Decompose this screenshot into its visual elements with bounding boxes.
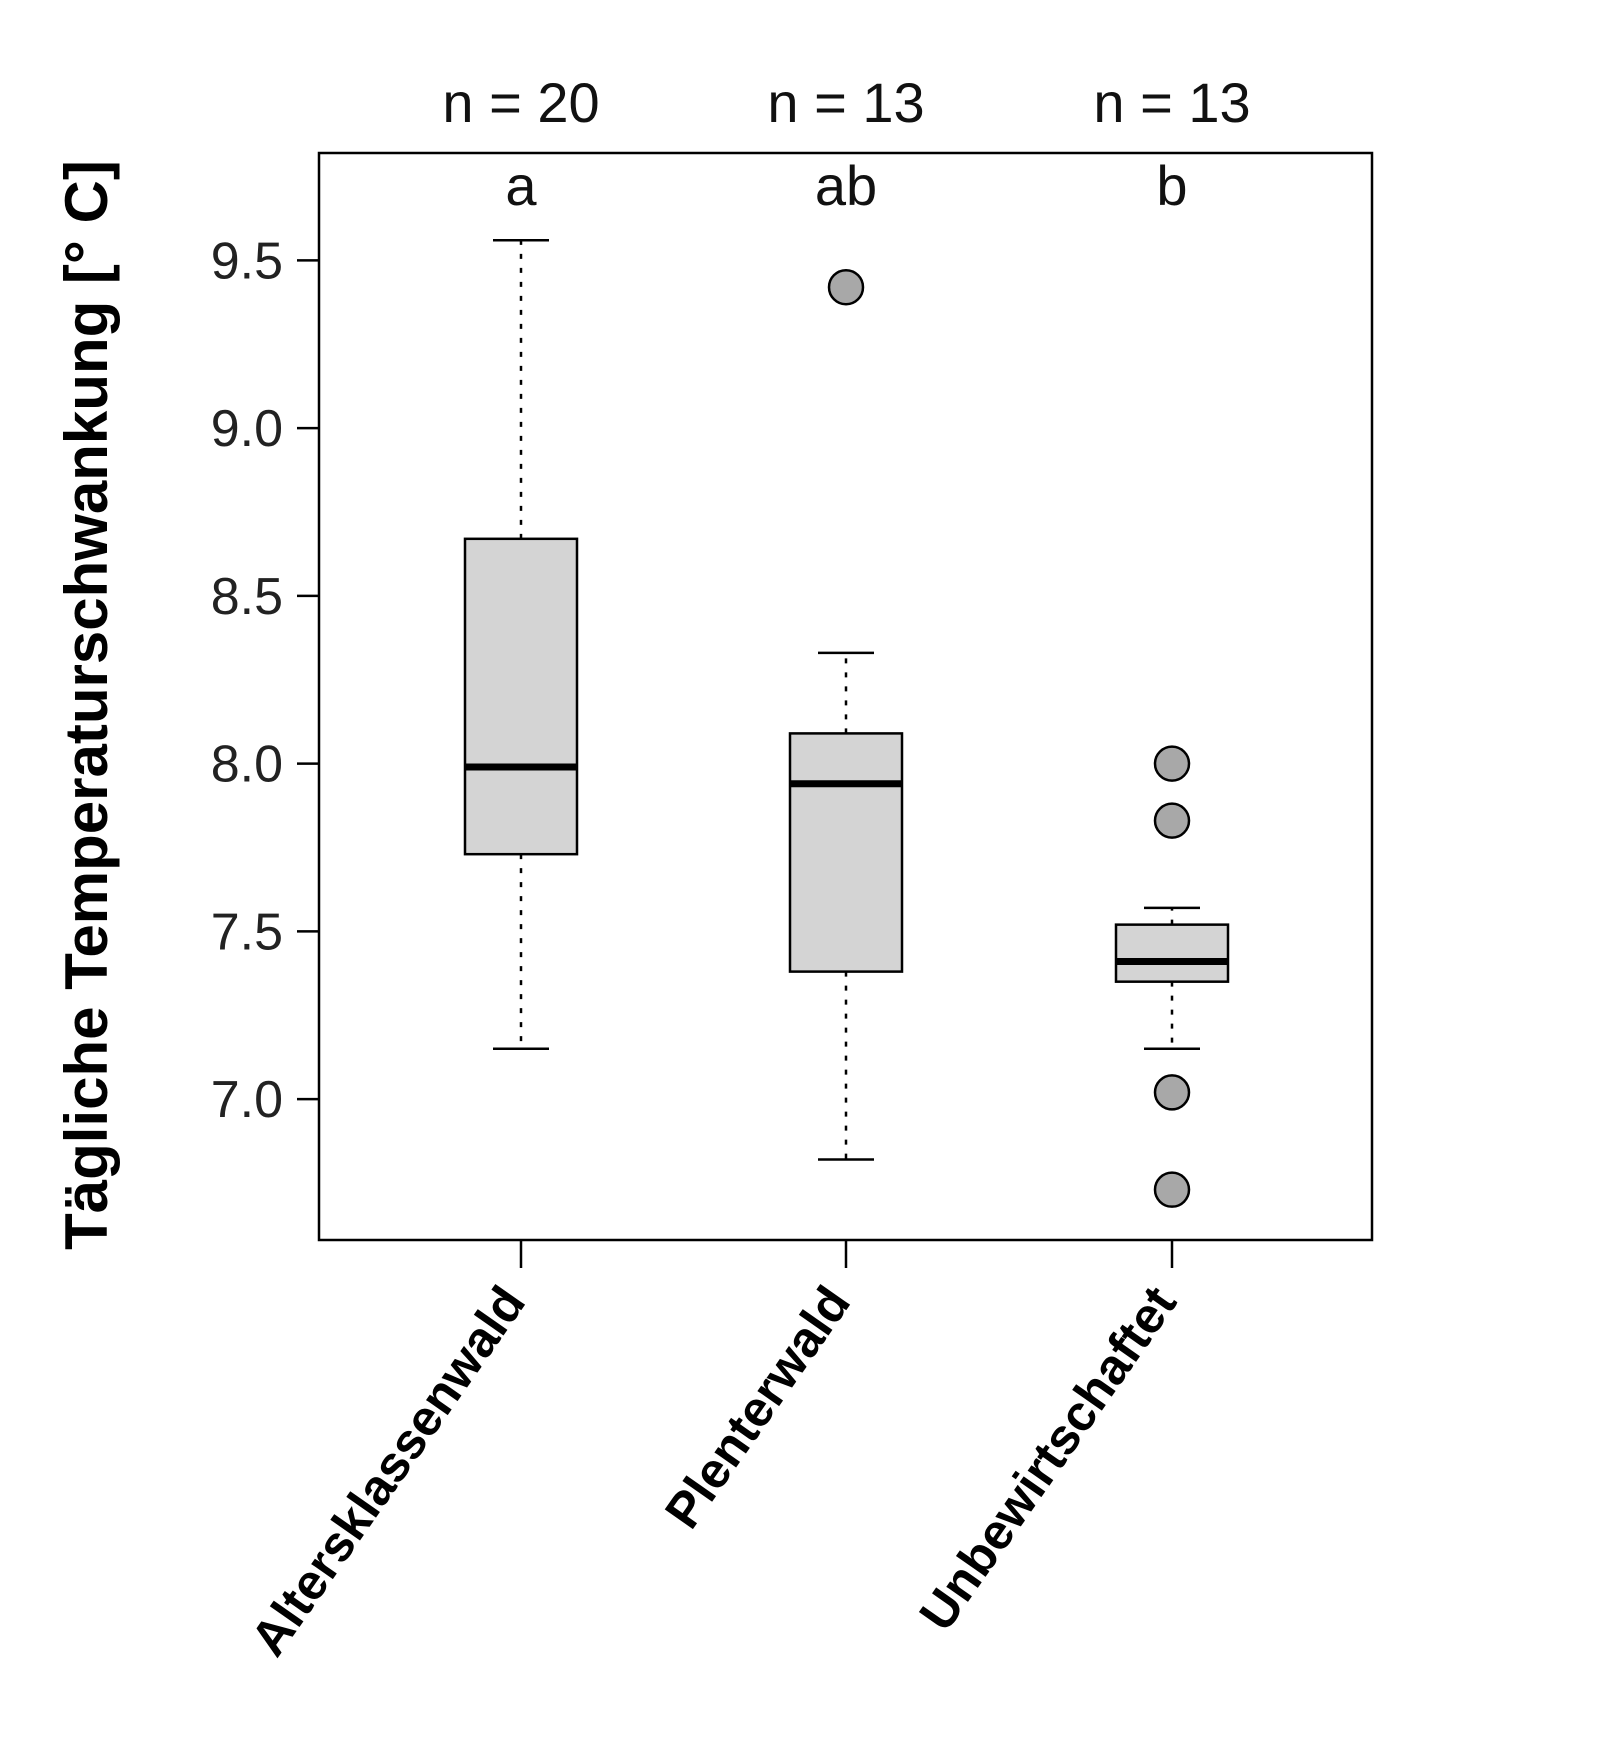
box-iqr <box>1114 923 1230 983</box>
box-iqr <box>463 537 579 856</box>
y-tick-label: 9.0 <box>211 400 283 458</box>
y-axis: 7.0 7.5 8.0 8.5 9.0 9.5 <box>211 232 319 1129</box>
significance-letter: b <box>1156 154 1187 217</box>
y-tick-label: 9.5 <box>211 232 283 290</box>
x-tick-label: Altersklassenwald <box>240 1276 536 1666</box>
y-tick-label: 7.0 <box>211 1071 283 1129</box>
outlier-point <box>827 268 865 306</box>
sample-size-label: n = 13 <box>767 71 924 134</box>
significance-letter: ab <box>815 154 877 217</box>
box-iqr <box>788 732 904 973</box>
significance-letter: a <box>505 154 537 217</box>
x-axis: Altersklassenwald Plenterwald Unbewirtscha… <box>240 1240 1187 1666</box>
y-tick-label: 8.5 <box>211 568 283 626</box>
sample-size-label: n = 20 <box>442 71 599 134</box>
sample-size-label: n = 13 <box>1093 71 1250 134</box>
outlier-point <box>1153 745 1191 782</box>
y-tick-label: 7.5 <box>211 903 283 961</box>
y-tick-label: 8.0 <box>211 736 283 794</box>
x-tick-label: Unbewirtschaftet <box>908 1276 1187 1641</box>
top-labels: n = 20 a n = 13 ab n = 13 b <box>442 71 1250 217</box>
x-tick-label: Plenterwald <box>654 1276 861 1538</box>
outlier-point <box>1153 1171 1191 1208</box>
outlier-point <box>1153 1074 1191 1111</box>
y-axis-label: Tägliche Temperaturschwankung [° C] <box>53 160 120 1250</box>
outlier-point <box>1153 802 1191 839</box>
box-series <box>463 238 1230 1208</box>
